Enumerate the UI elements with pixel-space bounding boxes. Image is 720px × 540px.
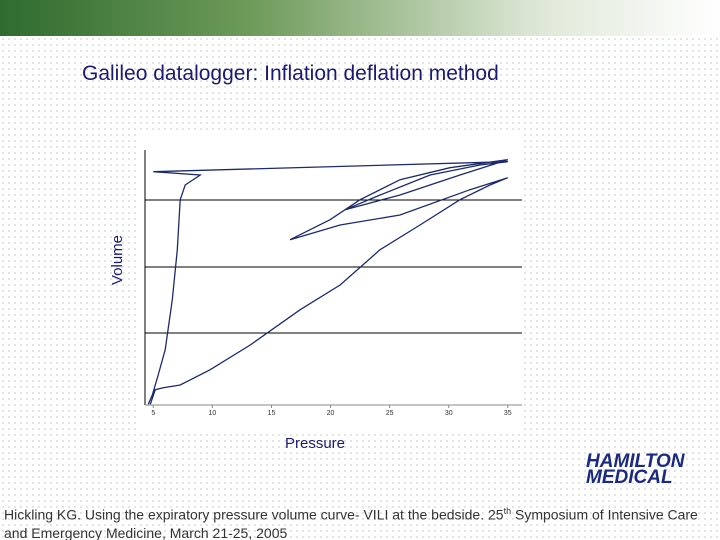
x-tick-label: 35 — [504, 410, 512, 417]
x-tick-label: 30 — [445, 410, 453, 417]
chart-title: Galileo datalogger: Inflation deflation … — [82, 62, 499, 85]
x-tick-label: 5 — [151, 410, 155, 417]
x-tick-label: 25 — [386, 410, 394, 417]
citation-text: Symposium of Intensive Care and Emergenc… — [4, 506, 698, 540]
logo-line: MEDICAL — [586, 467, 673, 488]
citation-text: Hickling KG. Using the expiratory pressu… — [4, 506, 504, 523]
x-axis-label: Pressure — [285, 435, 345, 452]
logo-line: HAMILTON — [586, 451, 685, 472]
citation: Hickling KG. Using the expiratory pressu… — [4, 502, 716, 540]
series-line — [147, 159, 509, 405]
y-axis-label: Volume — [109, 235, 126, 285]
x-tick-label: 10 — [208, 410, 216, 417]
citation-sup: th — [503, 506, 512, 516]
header-bar — [0, 0, 720, 36]
logo: HAMILTON MEDICAL — [586, 451, 685, 488]
plot-panel — [140, 132, 524, 432]
x-tick-label: 20 — [327, 410, 335, 417]
x-tick-label: 15 — [268, 410, 276, 417]
